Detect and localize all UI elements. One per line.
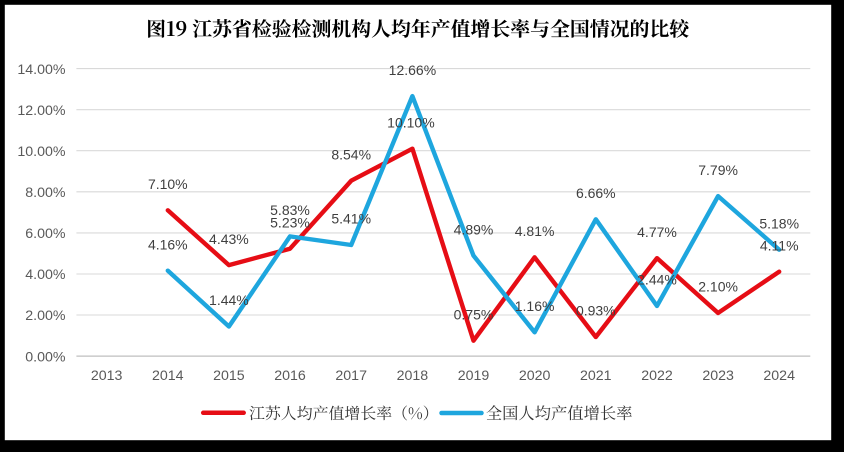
svg-text:2019: 2019 — [458, 368, 490, 384]
svg-text:2021: 2021 — [580, 368, 612, 384]
svg-text:2.00%: 2.00% — [25, 308, 66, 324]
svg-text:2014: 2014 — [152, 368, 184, 384]
svg-text:2016: 2016 — [274, 368, 306, 384]
svg-text:2.10%: 2.10% — [698, 279, 738, 295]
svg-text:5.23%: 5.23% — [270, 214, 310, 230]
svg-text:0.93%: 0.93% — [576, 303, 616, 319]
svg-text:5.18%: 5.18% — [759, 215, 799, 231]
svg-text:2.44%: 2.44% — [637, 272, 677, 288]
svg-text:14.00%: 14.00% — [17, 62, 66, 78]
svg-text:1.16%: 1.16% — [515, 298, 555, 314]
svg-text:12.66%: 12.66% — [389, 62, 436, 78]
svg-text:6.66%: 6.66% — [576, 185, 616, 201]
svg-text:5.41%: 5.41% — [331, 211, 371, 227]
svg-text:2023: 2023 — [702, 368, 734, 384]
svg-text:2017: 2017 — [335, 368, 367, 384]
svg-text:7.79%: 7.79% — [698, 162, 738, 178]
svg-text:8.00%: 8.00% — [25, 185, 66, 201]
svg-text:10.10%: 10.10% — [387, 114, 434, 130]
svg-text:12.00%: 12.00% — [17, 103, 66, 119]
svg-text:2024: 2024 — [763, 368, 795, 384]
svg-text:4.89%: 4.89% — [454, 221, 494, 237]
svg-text:0.00%: 0.00% — [25, 349, 66, 365]
svg-text:0.75%: 0.75% — [454, 306, 494, 322]
svg-text:2015: 2015 — [213, 368, 245, 384]
svg-text:2013: 2013 — [91, 368, 123, 384]
svg-text:4.11%: 4.11% — [760, 237, 799, 253]
svg-text:1.44%: 1.44% — [209, 292, 249, 308]
svg-text:4.00%: 4.00% — [25, 267, 66, 283]
svg-text:2018: 2018 — [397, 368, 429, 384]
svg-text:8.54%: 8.54% — [331, 146, 371, 162]
svg-text:6.00%: 6.00% — [25, 226, 66, 242]
svg-text:4.43%: 4.43% — [209, 231, 249, 247]
svg-text:4.77%: 4.77% — [637, 224, 677, 240]
svg-text:2020: 2020 — [519, 368, 551, 384]
svg-text:2022: 2022 — [641, 368, 673, 384]
svg-text:4.16%: 4.16% — [148, 236, 188, 252]
svg-text:5.83%: 5.83% — [270, 202, 310, 218]
svg-text:10.00%: 10.00% — [17, 144, 66, 160]
svg-text:4.81%: 4.81% — [515, 223, 555, 239]
svg-text:7.10%: 7.10% — [148, 176, 188, 192]
